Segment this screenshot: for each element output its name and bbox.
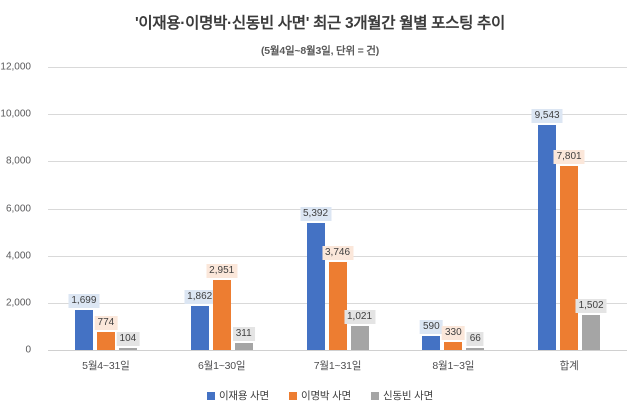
legend-label: 이명박 사면	[300, 390, 352, 402]
gridline	[48, 67, 627, 68]
bar[interactable]	[444, 342, 463, 350]
bar-value-label: 774	[94, 315, 118, 330]
gridline	[48, 114, 627, 116]
chart-legend: 이재용 사면 이명박 사면 신동빈 사면	[0, 388, 640, 403]
bar-value-label: 330	[441, 326, 465, 341]
x-axis-category-label: 8월1~3일	[432, 360, 475, 372]
bar[interactable]	[306, 222, 325, 350]
bar[interactable]	[422, 336, 441, 350]
legend-item[interactable]: 신동빈 사면	[371, 388, 433, 403]
y-axis-tick-label: 8,000	[5, 155, 31, 167]
y-axis-tick-label: 6,000	[5, 203, 31, 214]
x-axis-category-label: 5월4~31일	[82, 360, 130, 372]
bar[interactable]	[74, 309, 93, 350]
bar[interactable]	[212, 280, 231, 350]
legend-item[interactable]: 이명박 사면	[288, 388, 352, 403]
legend-swatch-icon	[288, 391, 297, 400]
y-axis-tick-label: 10,000	[0, 108, 31, 120]
bar-value-label: 1,862	[184, 290, 216, 305]
bar[interactable]	[234, 342, 253, 350]
bar-value-label: 3,746	[321, 245, 354, 260]
bar[interactable]	[118, 347, 137, 350]
legend-label: 신동빈 사면	[383, 390, 434, 402]
chart-subtitle: (5월4일~8월3일, 단위 = 건)	[260, 45, 380, 57]
bar-value-label: 1,021	[343, 309, 376, 324]
bar[interactable]	[190, 306, 209, 350]
legend-item[interactable]: 이재용 사면	[206, 388, 269, 403]
gridline	[48, 161, 627, 163]
legend-swatch-icon	[206, 391, 215, 400]
bar-value-label: 5,392	[299, 206, 332, 221]
y-axis-tick-label: 4,000	[5, 250, 31, 262]
chart-title: '이재용·이명박·신동빈 사면' 최근 3개월간 월별 포스팅 추이	[135, 15, 505, 32]
bar-value-label: 1,502	[575, 298, 607, 313]
bar[interactable]	[328, 261, 347, 350]
bar[interactable]	[466, 348, 485, 350]
bar[interactable]	[96, 331, 115, 350]
bar[interactable]	[350, 325, 369, 350]
bar[interactable]	[560, 166, 579, 350]
gridline	[48, 350, 627, 351]
plot-area: 0 2,000 4,000 6,000 8,000 10,000 12,000 1,699 77…	[0, 62, 627, 356]
bar-value-label: 104	[116, 331, 140, 346]
bar-value-label: 311	[232, 326, 255, 341]
x-axis-category-label: 합계	[559, 360, 579, 372]
bar[interactable]	[582, 314, 601, 350]
legend-label: 이재용 사면	[218, 390, 269, 402]
bar-value-label: 7,801	[553, 150, 585, 165]
y-axis-tick-label: 12,000	[0, 61, 31, 73]
bar-value-label: 1,699	[68, 293, 100, 308]
y-axis-tick-label: 2,000	[5, 297, 31, 309]
y-axis-tick-label: 0	[25, 344, 31, 356]
bar[interactable]	[538, 124, 557, 350]
bar-value-label: 2,951	[206, 264, 238, 279]
gridline	[48, 208, 627, 210]
x-axis-category-label: 6월1~30일	[197, 360, 246, 372]
bar-value-label: 66	[466, 332, 484, 347]
x-axis-category-label: 7월1~31일	[313, 360, 362, 372]
bar-value-label: 590	[419, 320, 443, 335]
bar-value-label: 9,543	[531, 108, 563, 123]
legend-swatch-icon	[371, 391, 380, 400]
